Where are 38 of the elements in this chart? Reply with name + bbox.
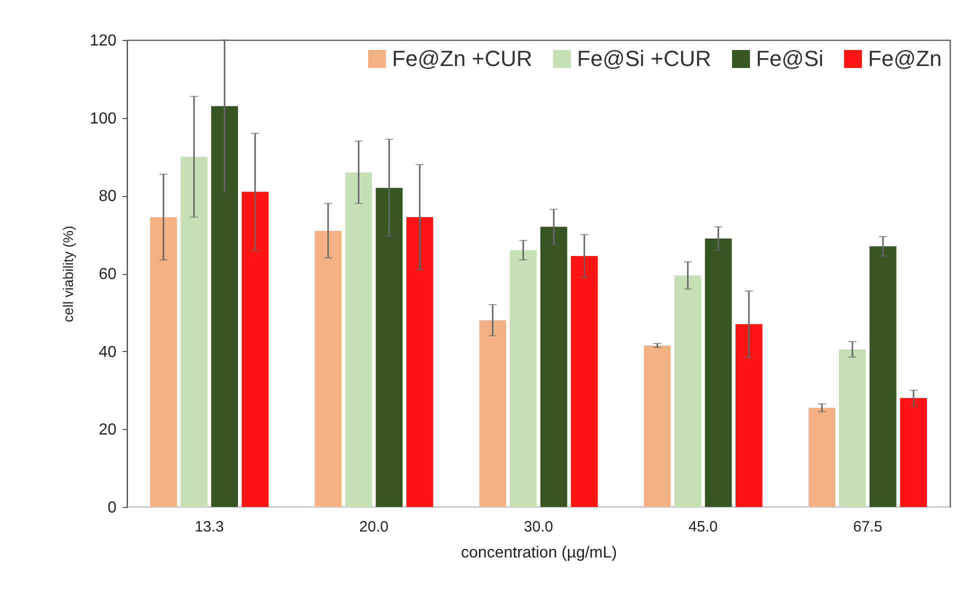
bar — [900, 398, 927, 507]
bar — [376, 188, 403, 507]
bar — [838, 349, 866, 507]
bar — [406, 217, 434, 507]
x-axis-title: concentration (µg/mL) — [461, 544, 617, 562]
bar — [570, 256, 598, 507]
x-tick-label: 67.5 — [853, 518, 882, 536]
bar — [808, 408, 836, 507]
x-tick-label: 13.3 — [194, 518, 224, 536]
bar — [644, 345, 671, 507]
y-tick-label: 20 — [98, 422, 117, 439]
y-tick-label: 0 — [108, 500, 117, 516]
bar — [211, 106, 238, 507]
legend-label: Fe@Si — [756, 46, 824, 71]
bar — [540, 226, 568, 507]
y-tick-label: 120 — [90, 32, 117, 50]
bar — [314, 230, 342, 507]
bar — [510, 250, 537, 507]
legend-label: Fe@Zn — [868, 46, 942, 71]
x-tick-label: 30.0 — [524, 518, 554, 536]
legend-label: Fe@Si +CUR — [577, 46, 712, 71]
y-tick-label: 80 — [98, 188, 117, 206]
bar — [704, 238, 732, 507]
bar — [674, 275, 702, 507]
bar — [150, 217, 177, 507]
x-tick-label: 45.0 — [688, 518, 718, 536]
y-tick-label: 40 — [98, 344, 117, 361]
bar — [242, 192, 269, 507]
y-tick-label: 60 — [98, 266, 117, 283]
y-tick-label: 100 — [90, 110, 117, 128]
bar — [180, 156, 208, 507]
bar — [870, 246, 896, 507]
legend-label: Fe@Zn +CUR — [392, 46, 532, 71]
bar — [479, 320, 506, 507]
bar — [735, 324, 762, 507]
bar — [345, 172, 372, 507]
x-tick-label: 20.0 — [359, 518, 388, 536]
y-axis-title: cell viability (%) — [60, 226, 76, 322]
